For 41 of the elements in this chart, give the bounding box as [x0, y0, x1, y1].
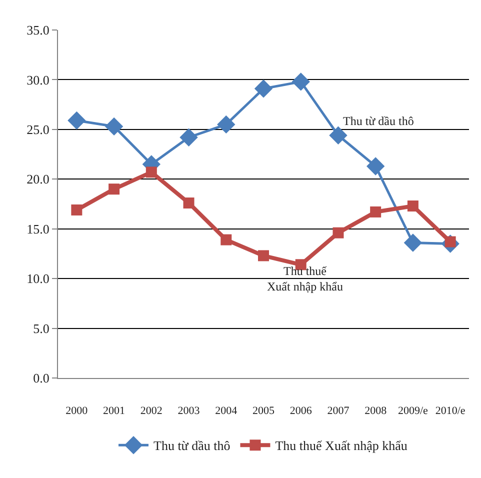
x-tick-label: 2008	[364, 405, 388, 418]
annotation: Thu từ dầu thô	[343, 114, 414, 128]
y-tick-label: 30.0	[26, 72, 50, 88]
point	[220, 234, 232, 246]
x-tick-label: 2003	[178, 405, 200, 418]
point	[183, 198, 194, 209]
x-tick-label: 2007	[327, 405, 350, 418]
point	[68, 111, 86, 130]
point	[370, 206, 382, 218]
point	[329, 126, 348, 144]
legend-label: Thu từ dầu thô	[154, 438, 230, 454]
y-tick-label: 35.0	[26, 22, 50, 38]
point	[146, 166, 157, 178]
legend-label: Thu thuế Xuất nhập khẩu	[275, 438, 408, 454]
point	[217, 115, 236, 134]
x-tick-label: 2001	[103, 405, 126, 418]
x-tick-label: 2002	[140, 405, 162, 418]
point	[332, 227, 344, 238]
point	[180, 128, 198, 146]
point	[254, 80, 273, 98]
point	[258, 250, 269, 262]
x-tick-label: 2004	[215, 405, 238, 418]
y-tick-label: 25.0	[26, 122, 50, 137]
y-tick-label: 20.0	[26, 172, 50, 187]
point	[407, 200, 418, 212]
y-tick-label: 10.0	[26, 271, 50, 286]
point	[71, 204, 82, 216]
x-tick-label: 2009/e	[398, 405, 428, 418]
y-tick-label: 15.0	[26, 221, 50, 236]
point	[104, 117, 124, 136]
y-tick-label: 5.0	[33, 320, 50, 336]
x-tick-label: 2010/e	[435, 405, 466, 418]
point	[292, 72, 310, 91]
x-tick-label: 2000	[66, 405, 88, 418]
x-tick-label: 2005	[252, 405, 275, 418]
point	[108, 184, 120, 195]
y-tick-label: 0.0	[33, 370, 50, 386]
point	[404, 234, 422, 252]
point	[366, 157, 385, 176]
x-tick-label: 2006	[290, 405, 312, 418]
annotation: Thu thuế Xuất nhập khẩu	[267, 264, 343, 294]
